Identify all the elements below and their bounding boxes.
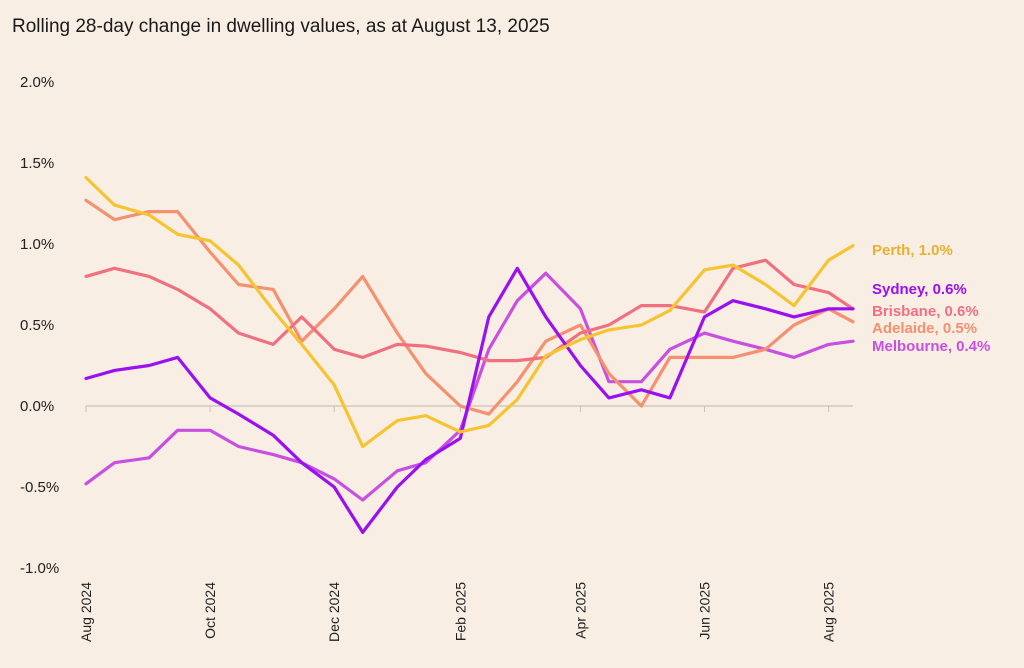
y-tick-label: 1.0% <box>20 236 54 253</box>
y-tick-label: -1.0% <box>20 560 59 577</box>
series-line-sydney <box>84 266 855 535</box>
series-label-melbourne: Melbourne, 0.4% <box>872 338 990 355</box>
series-label-sydney: Sydney, 0.6% <box>872 281 967 298</box>
x-tick-label: Oct 2024 <box>202 582 218 639</box>
series-line-melbourne <box>84 271 855 502</box>
x-tick-label: Jun 2025 <box>696 582 712 640</box>
x-tick-label: Dec 2024 <box>326 582 342 642</box>
x-tick-label: Apr 2025 <box>572 582 588 639</box>
y-tick-label: 0.0% <box>20 398 54 415</box>
y-tick-label: 1.5% <box>20 155 54 172</box>
y-tick-label: 2.0% <box>20 74 54 91</box>
x-tick-label: Aug 2024 <box>78 582 94 642</box>
series-label-perth: Perth, 1.0% <box>872 242 953 259</box>
series-line-adelaide <box>84 198 855 416</box>
x-tick-label: Feb 2025 <box>452 582 468 641</box>
y-tick-label: 0.5% <box>20 317 54 334</box>
series-label-adelaide: Adelaide, 0.5% <box>872 320 977 337</box>
y-tick-label: -0.5% <box>20 479 59 496</box>
series-label-brisbane: Brisbane, 0.6% <box>872 303 979 320</box>
x-tick-label: Aug 2025 <box>821 582 837 642</box>
chart-title: Rolling 28-day change in dwelling values… <box>12 16 550 37</box>
series-line-perth <box>84 176 855 449</box>
series-line-brisbane <box>84 258 855 363</box>
